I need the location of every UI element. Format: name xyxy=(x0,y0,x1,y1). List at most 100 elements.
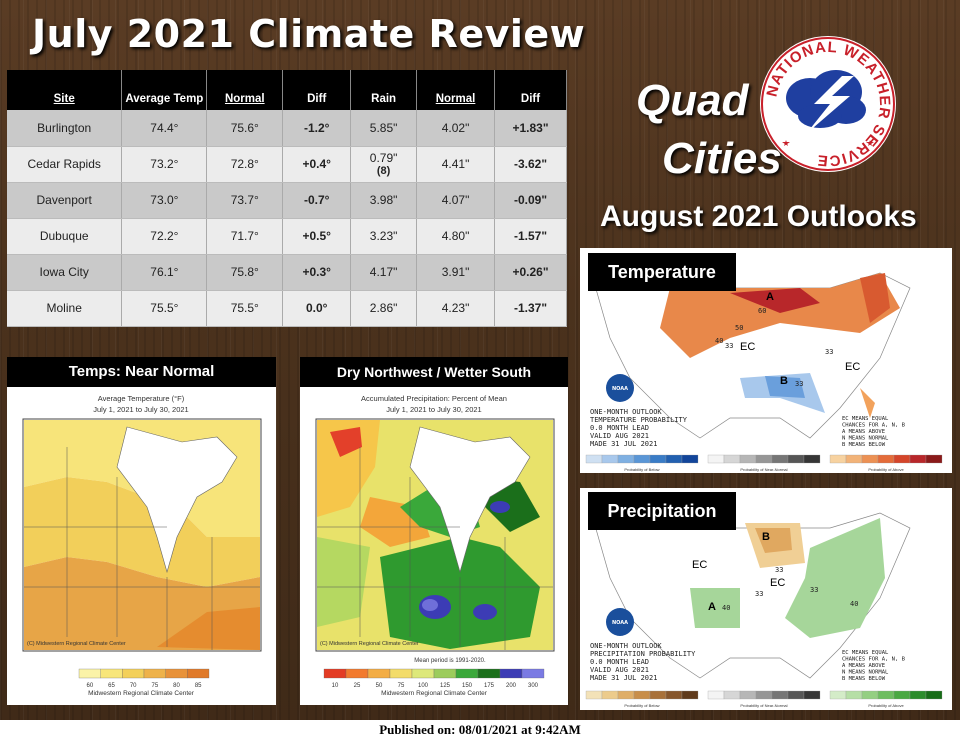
legend-caption: Probability of Near-Normal xyxy=(740,467,787,472)
temp-outlook-contour: 33 xyxy=(725,342,733,350)
scale-swatch xyxy=(100,668,123,679)
legend-swatch xyxy=(787,690,805,700)
scale-swatch xyxy=(455,668,479,679)
precip-period-note: Mean period is 1991-2020. xyxy=(414,658,486,664)
scale-label: 85 xyxy=(195,683,202,689)
rain-value: 0.79" xyxy=(369,151,398,165)
col-header-temp-diff: Diff xyxy=(282,70,352,110)
temp-normal-cell: 71.7° xyxy=(206,218,284,255)
legend-swatch xyxy=(739,690,757,700)
temp-normal-cell: 72.8° xyxy=(206,146,284,183)
legend-swatch xyxy=(771,454,789,464)
rain-diff-cell: -3.62" xyxy=(494,146,567,183)
scale-label: 300 xyxy=(528,683,539,689)
page-title: July 2021 Climate Review xyxy=(32,12,586,56)
scale-swatch xyxy=(78,668,101,679)
outlook-text-line: CHANCES FOR A, N, B xyxy=(842,657,906,663)
table-row: Davenport 73.0° 73.7° -0.7° 3.98" 4.07" … xyxy=(7,182,567,219)
outlook-text-line: ONE-MONTH OUTLOOK xyxy=(590,642,662,650)
precip-outlook-contour: 33 xyxy=(775,566,783,574)
legend-swatch xyxy=(803,690,821,700)
rain-diff-cell: +1.83" xyxy=(494,110,567,147)
legend-swatch xyxy=(707,454,725,464)
precip-map-title: Accumulated Precipitation: Percent of Me… xyxy=(361,394,507,403)
legend-swatch xyxy=(909,690,927,700)
scale-swatch xyxy=(389,668,413,679)
col-header-rain: Rain xyxy=(350,70,418,110)
legend-swatch xyxy=(633,690,651,700)
scale-label: 200 xyxy=(506,683,517,689)
legend-swatch xyxy=(601,690,619,700)
legend-swatch xyxy=(829,454,847,464)
scale-swatch xyxy=(477,668,501,679)
precip-map-credit: (C) Midwestern Regional Climate Center xyxy=(320,641,419,647)
precip-outlook-legend: Probability of Below Probability of Near-… xyxy=(585,690,943,708)
scale-swatch xyxy=(367,668,391,679)
noaa-logo-icon xyxy=(606,608,634,636)
rain-cell: 4.17" xyxy=(350,254,418,291)
rain-diff-cell: -1.57" xyxy=(494,218,567,255)
scale-swatch xyxy=(433,668,457,679)
rain-cell: 0.79" (8) xyxy=(350,146,418,183)
precip-map-source: Midwestern Regional Climate Center xyxy=(381,690,488,697)
rain-cell: 3.23" xyxy=(350,218,418,255)
precip-outlook-above-label: A xyxy=(708,601,716,613)
rain-diff-cell: -0.09" xyxy=(494,182,567,219)
rain-normal-cell: 4.07" xyxy=(416,182,495,219)
precip-color-scale: 10 25 50 75 100 125 150 175 200 300 xyxy=(323,668,545,689)
temp-outlook-above-label: A xyxy=(766,291,774,303)
legend-swatch xyxy=(877,454,895,464)
avg-temp-cell: 74.4° xyxy=(121,110,208,147)
legend-swatch xyxy=(633,454,651,464)
temp-outlook-legend: Probability of Below Probability of Near-… xyxy=(585,454,943,472)
table-row: Burlington 74.4° 75.6° -1.2° 5.85" 4.02"… xyxy=(7,110,567,147)
table-header-row: Site Average Temp Normal Diff Rain Norma… xyxy=(7,70,567,110)
outlook-text-line: CHANCES FOR A, N, B xyxy=(842,423,906,429)
avg-temp-cell: 76.1° xyxy=(121,254,208,291)
scale-label: 10 xyxy=(332,683,339,689)
rain-normal-cell: 4.41" xyxy=(416,146,495,183)
avg-temp-map-credit: (C) Midwestern Regional Climate Center xyxy=(27,641,126,647)
temp-outlook-contour: 50 xyxy=(735,324,743,332)
precip-outlook-contour: 40 xyxy=(850,600,858,608)
col-header-rain-diff: Diff xyxy=(494,70,567,110)
outlook-text-line: N MEANS NORMAL xyxy=(842,436,889,442)
precip-outlook-ec-label-1: EC xyxy=(692,559,707,571)
legend-swatch xyxy=(893,690,911,700)
temp-normal-cell: 73.7° xyxy=(206,182,284,219)
legend-swatch xyxy=(681,690,699,700)
site-cell: Davenport xyxy=(7,182,123,219)
legend-swatch xyxy=(723,690,741,700)
col-header-rain-normal: Normal xyxy=(416,70,495,110)
avg-temp-color-scale: 60 65 70 75 80 85 xyxy=(78,668,210,689)
outlook-text-line: VALID AUG 2021 xyxy=(590,666,649,674)
temp-diff-cell: -0.7° xyxy=(282,182,352,219)
outlook-text-line: TEMPERATURE PROBABILITY xyxy=(590,416,688,424)
legend-swatch xyxy=(861,454,879,464)
legend-swatch xyxy=(723,454,741,464)
legend-swatch xyxy=(601,454,619,464)
precip-map-dates: July 1, 2021 to July 30, 2021 xyxy=(386,405,481,414)
rain-note: (8) xyxy=(376,165,391,177)
temp-normal-cell: 75.8° xyxy=(206,254,284,291)
legend-swatch xyxy=(649,454,667,464)
temp-outlook-contour: 33 xyxy=(825,348,833,356)
legend-swatch xyxy=(771,690,789,700)
temp-outlook-contour: 60 xyxy=(758,307,766,315)
table-row: Moline 75.5° 75.5° 0.0° 2.86" 4.23" -1.3… xyxy=(7,290,567,327)
scale-swatch xyxy=(187,668,210,679)
climate-table: Site Average Temp Normal Diff Rain Norma… xyxy=(7,70,567,327)
rain-diff-cell: -1.37" xyxy=(494,290,567,327)
rain-cell: 5.85" xyxy=(350,110,418,147)
legend-swatch xyxy=(585,454,603,464)
precip-panel-header: Dry Northwest / Wetter South xyxy=(300,357,568,387)
precip-outlook-contour: 33 xyxy=(755,590,763,598)
legend-caption: Probability of Below xyxy=(624,703,659,708)
avg-temp-map-title: Average Temperature (°F) xyxy=(98,394,185,403)
scale-label: 175 xyxy=(484,683,495,689)
legend-swatch xyxy=(739,454,757,464)
temp-outlook-contour: 33 xyxy=(795,380,803,388)
